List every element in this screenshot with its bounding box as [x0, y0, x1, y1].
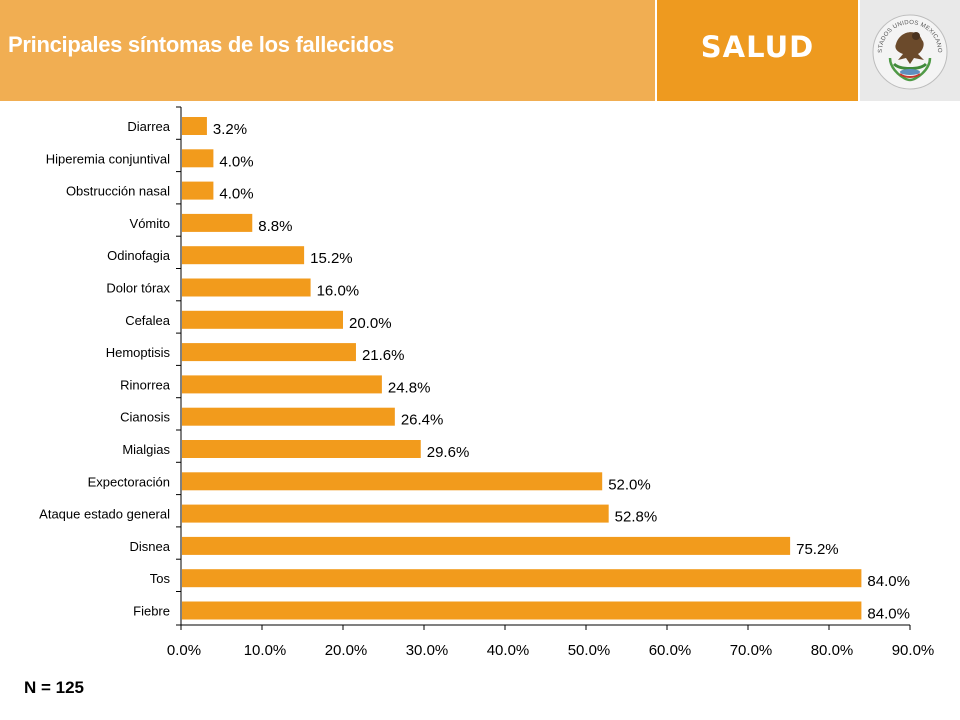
- category-label-1: Hiperemia conjuntival: [46, 151, 170, 166]
- x-tick-label-0: 0.0%: [167, 642, 201, 659]
- category-labels: Diarrea Hiperemia conjuntival Obstrucción …: [39, 119, 171, 619]
- x-tick-label-1: 10.0%: [244, 642, 287, 659]
- category-label-13: Disnea: [130, 539, 171, 554]
- bar-4: [182, 246, 305, 265]
- category-label-8: Rinorrea: [120, 377, 171, 392]
- bar-7: [182, 343, 356, 362]
- bar-10: [182, 440, 421, 458]
- sample-size-note: N = 125: [24, 678, 85, 697]
- x-tick-label-6: 60.0%: [649, 642, 692, 659]
- bar-15: [182, 601, 862, 620]
- x-tick-label-7: 70.0%: [730, 642, 773, 659]
- data-labels: 3.2% 4.0% 4.0% 8.8% 15.2% 16.0% 20.0% 21.6% 24.8…: [213, 121, 910, 623]
- axes: [176, 106, 911, 630]
- data-label-12: 52.8%: [615, 509, 658, 526]
- data-label-14: 84.0%: [867, 573, 910, 590]
- data-label-1: 4.0%: [219, 153, 253, 170]
- bar-6: [182, 310, 343, 329]
- x-tick-label-3: 30.0%: [406, 642, 449, 659]
- seal-band: ESTADOS UNIDOS MEXICANOS: [858, 0, 960, 101]
- x-tick-label-4: 40.0%: [487, 642, 530, 659]
- data-label-0: 3.2%: [213, 121, 247, 138]
- data-label-3: 8.8%: [258, 218, 292, 235]
- x-tick-label-8: 80.0%: [811, 642, 854, 659]
- category-label-3: Vómito: [130, 216, 170, 231]
- bar-1: [182, 149, 214, 168]
- bar-chart: Diarrea Hiperemia conjuntival Obstrucción …: [39, 106, 934, 659]
- bar-2: [182, 181, 214, 200]
- brand-band: SALUD: [657, 0, 858, 101]
- bar-13: [182, 536, 791, 555]
- title-band: Principales síntomas de los fallecidos: [0, 0, 655, 101]
- bar-11: [182, 472, 603, 491]
- category-label-10: Mialgias: [122, 442, 170, 457]
- brand-logo-text: SALUD: [700, 30, 815, 64]
- category-label-15: Fiebre: [133, 604, 170, 619]
- category-label-7: Hemoptisis: [106, 345, 171, 360]
- bar-14: [182, 569, 862, 588]
- bar-9: [182, 407, 395, 426]
- bar-3: [182, 213, 253, 232]
- data-label-5: 16.0%: [317, 283, 360, 300]
- x-tick-label-5: 50.0%: [568, 642, 611, 659]
- bar-8: [182, 375, 382, 394]
- data-label-13: 75.2%: [796, 541, 839, 558]
- page-title: Principales síntomas de los fallecidos: [8, 32, 394, 57]
- data-label-15: 84.0%: [867, 606, 910, 623]
- mexican-coat-of-arms-seal-icon: ESTADOS UNIDOS MEXICANOS: [858, 0, 948, 90]
- category-label-5: Dolor tórax: [106, 281, 170, 296]
- data-label-7: 21.6%: [362, 347, 405, 364]
- category-label-14: Tos: [150, 571, 171, 586]
- bar-0: [182, 117, 207, 135]
- data-label-4: 15.2%: [310, 250, 353, 267]
- x-tick-labels: 0.0% 10.0% 20.0% 30.0% 40.0% 50.0% 60.0% 70.0% 8…: [167, 642, 934, 659]
- data-label-8: 24.8%: [388, 379, 431, 396]
- data-label-10: 29.6%: [427, 444, 470, 461]
- category-label-4: Odinofagia: [107, 248, 171, 263]
- header: Principales síntomas de los fallecidos S…: [0, 0, 960, 101]
- data-label-6: 20.0%: [349, 315, 392, 332]
- category-label-11: Expectoración: [88, 474, 170, 489]
- data-label-9: 26.4%: [401, 412, 444, 429]
- bars: [182, 117, 862, 620]
- bar-5: [182, 278, 311, 297]
- x-tick-label-2: 20.0%: [325, 642, 368, 659]
- category-label-6: Cefalea: [125, 313, 171, 328]
- data-label-11: 52.0%: [608, 476, 651, 493]
- bar-12: [182, 504, 609, 523]
- category-label-12: Ataque estado general: [39, 507, 170, 522]
- data-label-2: 4.0%: [219, 186, 253, 203]
- category-label-9: Cianosis: [120, 410, 170, 425]
- category-label-2: Obstrucción nasal: [66, 184, 170, 199]
- x-tick-label-9: 90.0%: [892, 642, 935, 659]
- category-label-0: Diarrea: [127, 119, 170, 134]
